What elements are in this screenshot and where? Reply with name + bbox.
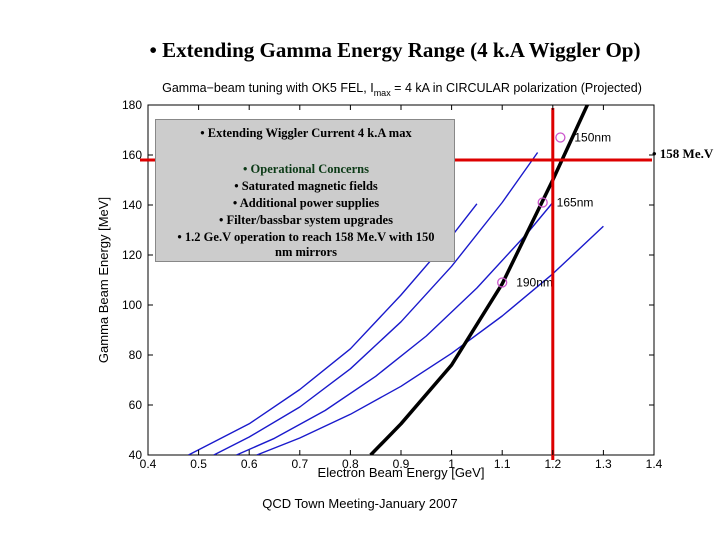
info-box-line-nm-mirrors: nm mirrors: [275, 245, 337, 259]
info-box-line-saturated-fields: • Saturated magnetic fields: [234, 179, 378, 193]
x-tick-label: 0.8: [342, 457, 359, 471]
x-tick-label: 1.3: [595, 457, 612, 471]
y-tick-label: 80: [129, 348, 143, 362]
y-tick-label: 140: [122, 198, 142, 212]
info-box-line-1-2-gev-operation: • 1.2 Ge.V operation to reach 158 Me.V w…: [177, 230, 435, 244]
x-tick-label: 0.9: [393, 457, 410, 471]
info-box: • Extending Wiggler Current 4 k.A max • …: [155, 119, 455, 262]
chart-title-tail: = 4 kA in CIRCULAR polarization (Project…: [391, 81, 642, 95]
marker-165nm: [537, 197, 548, 208]
info-box-line-power-supplies: • Additional power supplies: [232, 196, 380, 210]
x-tick-label: 1.2: [544, 457, 561, 471]
y-tick-label: 60: [129, 398, 143, 412]
curve-165nm: [236, 202, 554, 455]
curve-ok5-fel-projected: [369, 105, 590, 455]
x-tick-label: 1.4: [646, 457, 663, 471]
y-ticks: 40 60 80 100 120 140 160 180: [122, 98, 654, 462]
y-tick-label: 40: [129, 448, 143, 462]
marker-150nm: [555, 132, 566, 143]
chart-title-subscript: max: [374, 88, 392, 98]
marker-label-150nm: 150nm: [574, 131, 611, 145]
marker-label-165nm: 165nm: [557, 196, 594, 210]
curve-190nm: [256, 225, 604, 455]
side-label-158-mev: • 158 Me.V: [652, 146, 714, 161]
x-tick-label: 0.4: [140, 457, 157, 471]
x-tick-label: 0.5: [190, 457, 207, 471]
y-tick-label: 120: [122, 248, 142, 262]
x-tick-label: 1: [448, 457, 455, 471]
footer: QCD Town Meeting-January 2007: [262, 496, 458, 511]
info-box-line-operational-concerns: • Operational Concerns: [243, 162, 369, 176]
info-box-line-filter-upgrades: • Filter/bassbar system upgrades: [219, 213, 393, 227]
markers-group: 150nm 165nm 190nm: [497, 131, 611, 290]
curve-150nm: [213, 152, 539, 455]
marker-190nm: [497, 277, 508, 288]
y-tick-label: 180: [122, 98, 142, 112]
chart-title-main: Gamma−beam tuning with OK5 FEL, I: [162, 81, 374, 95]
y-tick-label: 160: [122, 148, 142, 162]
chart-title: Gamma−beam tuning with OK5 FEL, Imax = 4…: [162, 81, 642, 98]
x-axis-label: Electron Beam Energy [GeV]: [318, 465, 485, 480]
x-tick-label: 0.6: [241, 457, 258, 471]
slide-title: • Extending Gamma Energy Range (4 k.A Wi…: [149, 38, 641, 62]
curves-group: [188, 105, 604, 455]
y-axis-label: Gamma Beam Energy [MeV]: [96, 197, 111, 363]
x-ticks: 0.4 0.5 0.6 0.7 0.8 0.9 1 1.1 1.2 1.3 1.4: [140, 105, 663, 471]
y-tick-label: 100: [122, 298, 142, 312]
x-tick-label: 0.7: [291, 457, 308, 471]
x-tick-label: 1.1: [494, 457, 511, 471]
marker-label-190nm: 190nm: [516, 276, 553, 290]
info-box-line-wiggler-current: • Extending Wiggler Current 4 k.A max: [200, 126, 412, 140]
